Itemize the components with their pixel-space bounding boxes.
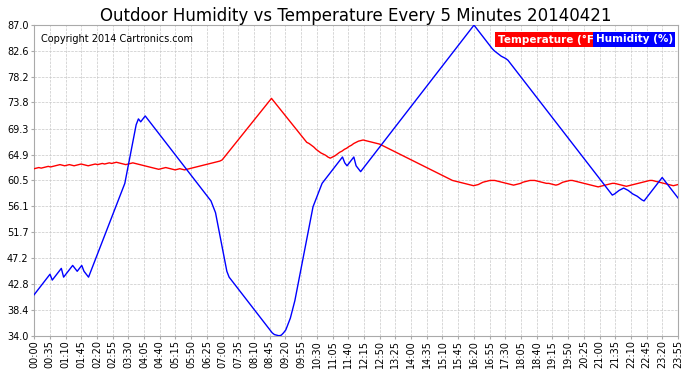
Text: Humidity (%): Humidity (%) <box>595 34 673 44</box>
Title: Outdoor Humidity vs Temperature Every 5 Minutes 20140421: Outdoor Humidity vs Temperature Every 5 … <box>100 7 612 25</box>
Text: Temperature (°F): Temperature (°F) <box>497 34 598 45</box>
Text: Copyright 2014 Cartronics.com: Copyright 2014 Cartronics.com <box>41 34 193 44</box>
